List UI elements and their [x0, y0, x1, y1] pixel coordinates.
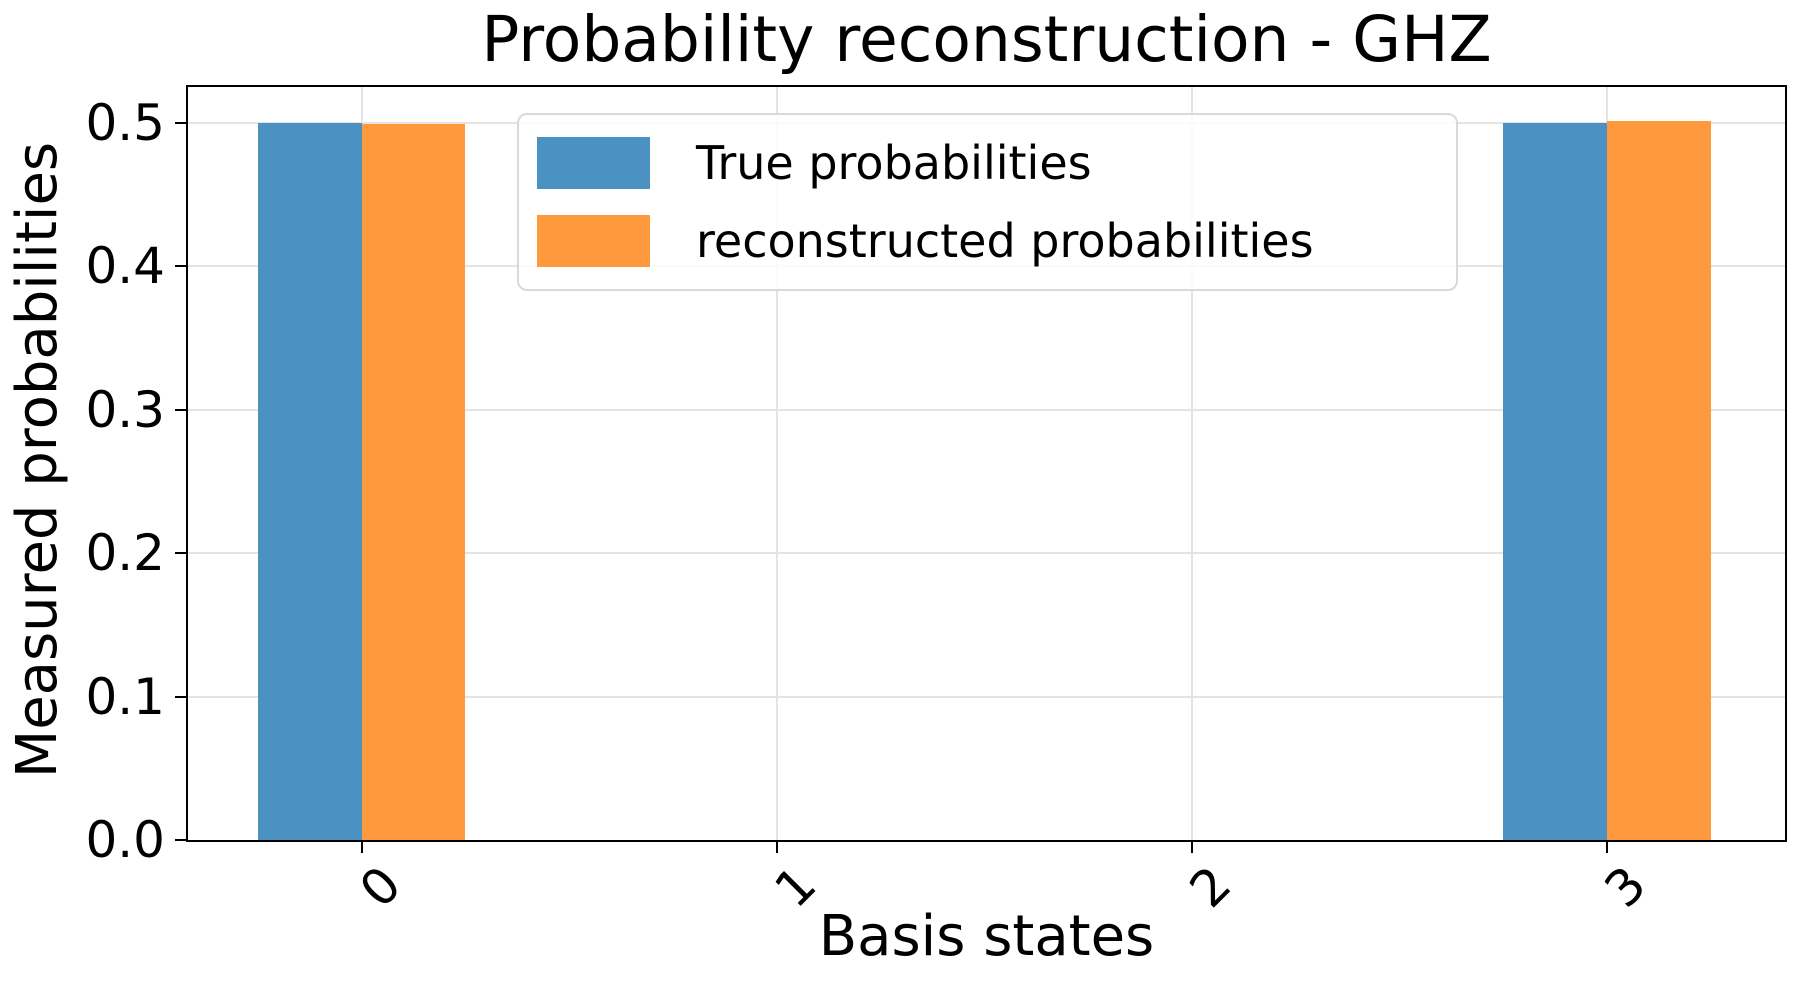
x-axis-label: Basis states — [818, 904, 1155, 969]
y-tick-label-0.0: 0.0 — [85, 811, 165, 869]
x-tick-mark-0 — [360, 842, 363, 853]
y-tick-label-0.4: 0.4 — [85, 237, 165, 296]
x-gridline-1 — [775, 87, 778, 840]
y-tick-mark-0.1 — [175, 695, 186, 698]
legend: True probabilities reconstructed probabi… — [517, 113, 1458, 291]
legend-label-reconstructed-probabilities: reconstructed probabilities — [696, 214, 1314, 268]
x-tick-mark-3 — [1606, 842, 1608, 853]
y-tick-label-0.3: 0.3 — [85, 380, 165, 439]
bar-true-3 — [1503, 122, 1607, 840]
y-tick-mark-0.0 — [175, 839, 186, 841]
y-gridline-0.3 — [188, 408, 1785, 411]
bar-reconstructed-3 — [1607, 121, 1711, 840]
legend-entry-true: True probabilities — [537, 137, 1456, 189]
y-tick-mark-0.4 — [175, 265, 186, 268]
legend-swatch-reconstructed-probabilities — [537, 215, 650, 267]
legend-entry-reconstructed: reconstructed probabilities — [537, 215, 1456, 267]
legend-swatch-true-probabilities — [537, 137, 650, 189]
y-gridline-0.1 — [188, 695, 1785, 698]
x-tick-mark-2 — [1190, 842, 1193, 853]
y-tick-mark-0.2 — [175, 552, 186, 555]
x-tick-mark-1 — [775, 842, 778, 853]
y-tick-mark-0.5 — [175, 121, 186, 124]
y-tick-label-0.1: 0.1 — [85, 667, 165, 726]
y-tick-label-0.2: 0.2 — [85, 524, 165, 583]
chart-title: Probability reconstruction - GHZ — [481, 3, 1492, 76]
bar-true-0 — [257, 122, 362, 840]
y-tick-mark-0.3 — [175, 408, 186, 411]
legend-label-true-probabilities: True probabilities — [696, 136, 1092, 190]
y-gridline-0.2 — [188, 552, 1785, 555]
x-gridline-2 — [1190, 87, 1193, 840]
plot-inner — [188, 87, 1785, 840]
y-tick-label-0.5: 0.5 — [85, 93, 165, 152]
plot-area: True probabilities reconstructed probabi… — [186, 85, 1787, 842]
bar-reconstructed-0 — [361, 124, 466, 840]
